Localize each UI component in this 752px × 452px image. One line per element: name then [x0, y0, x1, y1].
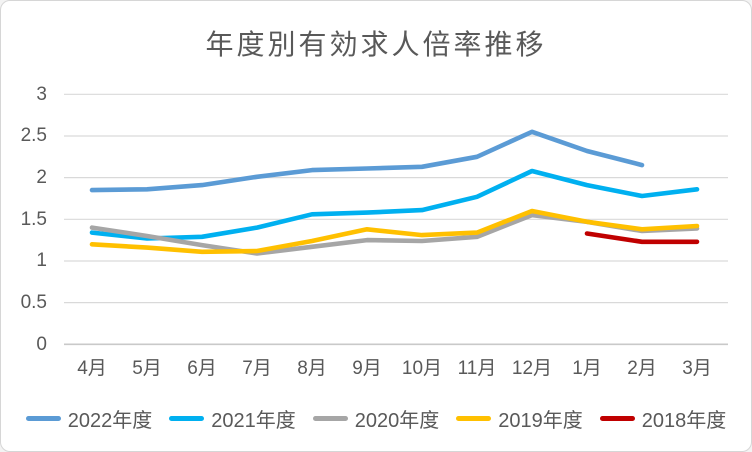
legend-line-swatch-icon [456, 416, 492, 421]
legend-line-swatch-icon [25, 416, 61, 421]
legend-line-swatch-icon [169, 416, 205, 421]
legend-line-swatch-icon [599, 416, 635, 421]
legend-label: 2019年度 [498, 410, 583, 432]
legend-label: 2021年度 [211, 410, 296, 432]
legend-label: 2022年度 [67, 410, 153, 432]
y-tick-label-1.5: 1.5 [20, 208, 47, 230]
series-line-2019年度 [89, 208, 700, 255]
y-tick-label-1: 1 [36, 250, 47, 272]
x-tick-label-4月: 4月 [77, 358, 107, 379]
y-tick-label-0: 0 [36, 333, 47, 355]
legend-item-2021年度: 2021年度 [169, 404, 296, 433]
x-tick-label-10月: 10月 [401, 358, 443, 379]
legend-label: 2018年度 [641, 410, 727, 432]
y-tick-label-0.5: 0.5 [20, 292, 47, 314]
y-tick-label-2: 2 [36, 167, 47, 189]
x-tick-label-1月: 1月 [572, 358, 602, 379]
x-tick-label-5月: 5月 [132, 358, 162, 379]
x-tick-label-12月: 12月 [511, 358, 553, 379]
series-line-2018年度 [584, 231, 700, 245]
legend-label: 2020年度 [354, 410, 440, 432]
legend-item-2022年度: 2022年度 [25, 404, 153, 433]
y-tick-label-2.5: 2.5 [20, 125, 47, 147]
x-tick-label-9月: 9月 [352, 358, 382, 379]
x-tick-label-6月: 6月 [187, 358, 217, 379]
x-tick-label-3月: 3月 [682, 358, 712, 379]
x-tick-label-8月: 8月 [297, 358, 327, 379]
y-tick-label-3: 3 [36, 83, 47, 105]
legend-line-swatch-icon [312, 416, 348, 421]
legend-item-2018年度: 2018年度 [599, 404, 727, 433]
x-tick-label-11月: 11月 [457, 358, 497, 379]
legend: 2022年度 2021年度 2020年度 2019年度 2018年度 [1, 404, 751, 433]
series-line-2021年度 [89, 168, 700, 241]
chart-title: 年度別有効求人倍率推移 [205, 29, 547, 60]
legend-item-2020年度: 2020年度 [312, 404, 440, 433]
series-line-2022年度 [89, 129, 645, 193]
x-tick-label-7月: 7月 [242, 358, 272, 379]
legend-item-2019年度: 2019年度 [456, 404, 583, 433]
x-tick-label-2月: 2月 [627, 358, 657, 379]
